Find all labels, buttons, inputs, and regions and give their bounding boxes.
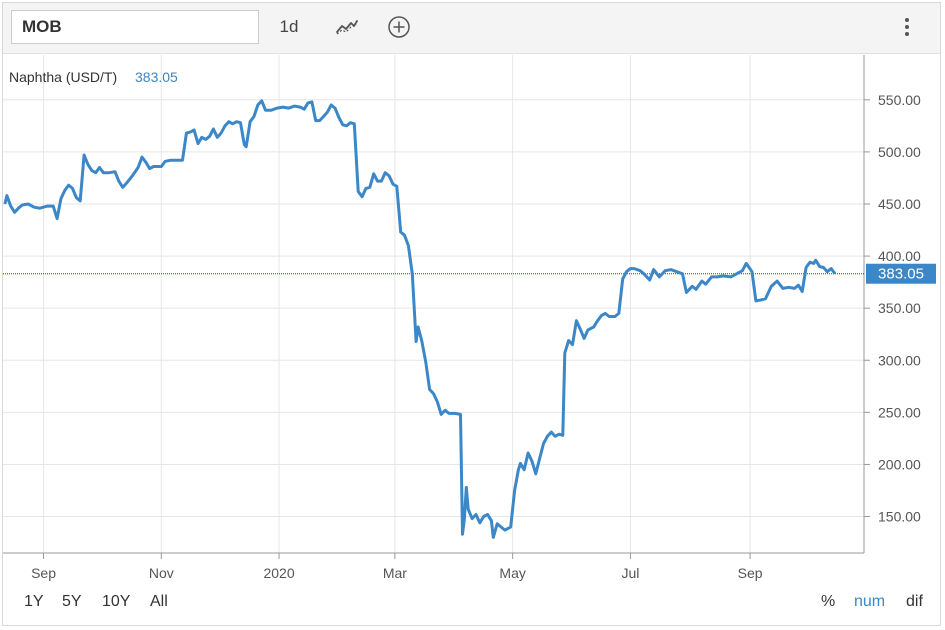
chart-type-button[interactable] <box>331 10 363 44</box>
range-button-10y[interactable]: 10Y <box>102 593 131 610</box>
current-price-tag-text: 383.05 <box>878 266 924 283</box>
x-tick-label: Mar <box>383 565 407 581</box>
symbol-input[interactable] <box>11 10 259 44</box>
vertical-dots-icon <box>905 18 909 36</box>
current-price-tag: 383.05 <box>866 263 936 284</box>
interval-button[interactable]: 1d <box>279 17 299 36</box>
legend-value: 383.05 <box>135 69 178 85</box>
y-tick-label: 400.00 <box>878 248 921 264</box>
y-tick-label: 350.00 <box>878 300 921 316</box>
chart-toolbar: 1d <box>3 3 940 54</box>
x-axis-ticks: Sep Nov 2020 Mar May Jul Sep <box>31 553 763 581</box>
x-tick-label: Sep <box>738 565 763 581</box>
mode-button-dif[interactable]: dif <box>906 593 923 610</box>
y-tick-label: 250.00 <box>878 404 921 420</box>
x-tick-label: Nov <box>149 565 174 581</box>
circle-plus-icon <box>388 16 410 38</box>
y-tick-label: 550.00 <box>878 92 921 108</box>
x-tick-label: Jul <box>621 565 639 581</box>
range-button-5y[interactable]: 5Y <box>62 593 82 610</box>
y-tick-label: 500.00 <box>878 144 921 160</box>
add-indicator-button[interactable] <box>383 10 415 44</box>
range-button-all[interactable]: All <box>150 593 168 610</box>
x-tick-label: 2020 <box>263 565 294 581</box>
naphtha-price-line <box>3 99 837 539</box>
y-tick-label: 450.00 <box>878 196 921 212</box>
y-tick-label: 300.00 <box>878 352 921 368</box>
y-tick-label: 150.00 <box>878 509 921 525</box>
line-chart-icon <box>336 20 358 35</box>
mode-button-num[interactable]: num <box>854 593 886 610</box>
menu-button[interactable] <box>895 10 919 44</box>
x-tick-label: Sep <box>31 565 56 581</box>
grid-lines <box>3 55 864 553</box>
range-button-1y[interactable]: 1Y <box>24 593 44 610</box>
mode-button-percent[interactable]: % <box>821 593 836 610</box>
legend-label: Naphtha (USD/T) <box>9 69 117 85</box>
y-tick-label: 200.00 <box>878 456 921 472</box>
x-tick-label: May <box>499 565 525 581</box>
y-axis-ticks: 150.00 200.00 250.00 300.00 350.00 400.00 450.… <box>864 92 921 525</box>
